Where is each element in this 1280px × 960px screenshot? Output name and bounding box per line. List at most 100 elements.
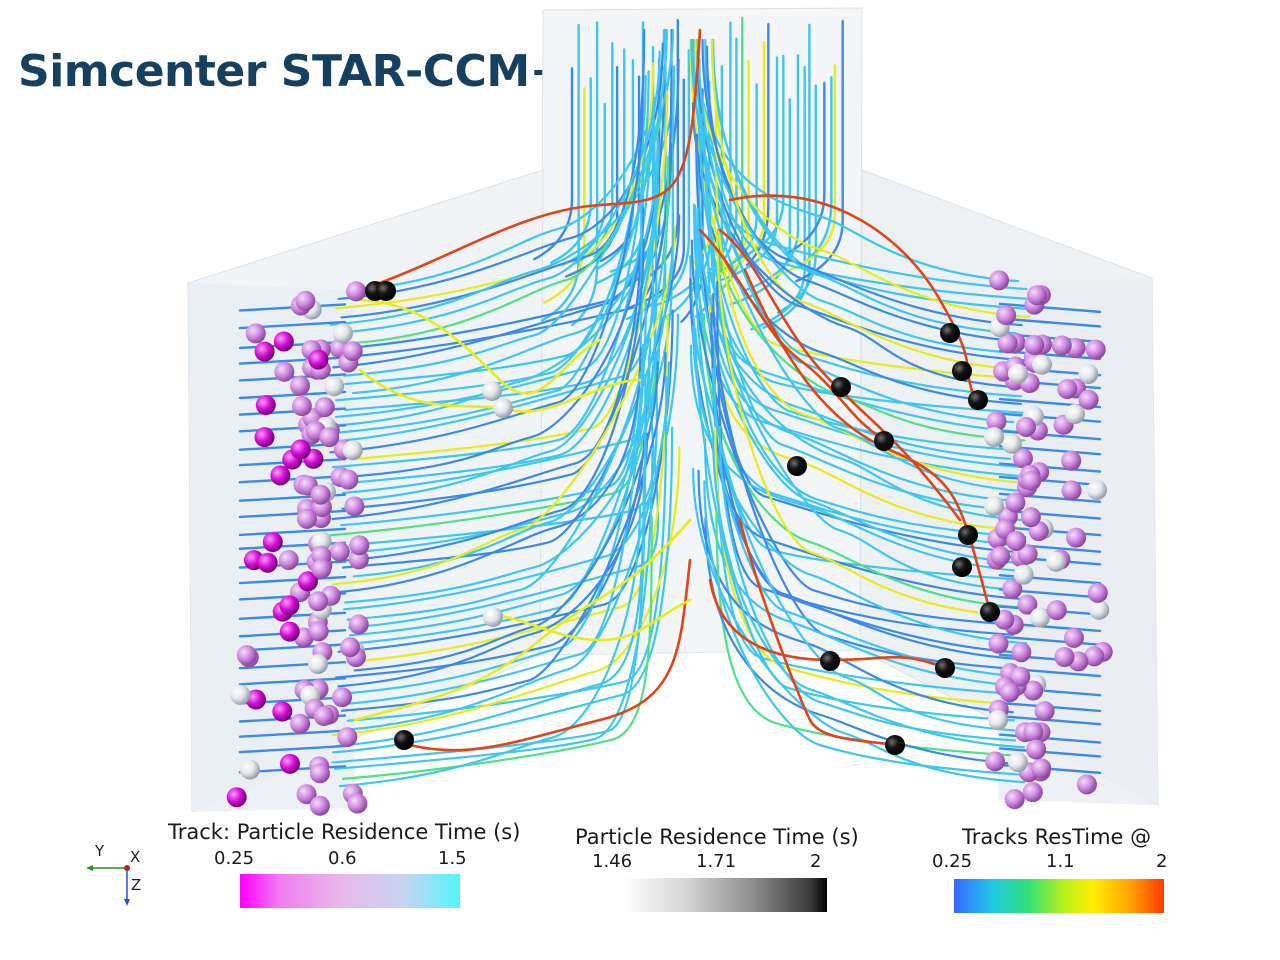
particle-sphere: [1002, 578, 1023, 599]
legend-color-bar: [240, 874, 460, 908]
streamline-right: [692, 467, 1026, 784]
particle-sphere: [245, 689, 266, 710]
axis-label-x: X: [130, 848, 141, 866]
streamline-right: [711, 253, 1029, 522]
streamline-inlet-feeder: [238, 744, 347, 754]
particle-sphere: [337, 727, 358, 748]
streamline-vertical: [729, 98, 791, 306]
legend-color-bar: [623, 878, 827, 912]
streamline-left: [341, 118, 658, 495]
streamline-left: [331, 426, 674, 754]
particle-sphere-long: [787, 456, 807, 476]
particle-sphere-long: [958, 525, 978, 545]
particle-sphere-long: [874, 431, 894, 451]
particle-sphere: [1078, 364, 1099, 385]
streamline-vertical: [543, 87, 586, 304]
streamline-long-residence: [408, 558, 692, 752]
particle-sphere: [290, 713, 311, 734]
particle-sphere: [290, 375, 311, 396]
particle-sphere-mid: [493, 398, 513, 418]
particle-sphere-mid: [482, 381, 502, 401]
particle-sphere: [1031, 758, 1052, 779]
legend-tick: 1.5: [438, 848, 467, 869]
particle-sphere: [1007, 363, 1028, 384]
app-title: Simcenter STAR-CCM+: [18, 46, 566, 97]
legend-particle-residence-time: Particle Residence Time (s) 1.46 1.71 2: [575, 825, 875, 925]
streamline-left: [341, 142, 673, 510]
particle-sphere: [1007, 752, 1028, 773]
streamline-left: [331, 186, 658, 486]
streamline-left: [332, 225, 676, 586]
particle-sphere-mid: [984, 427, 1004, 447]
particle-sphere-mid: [483, 607, 503, 627]
particle-sphere: [274, 361, 295, 382]
streamline-right: [695, 133, 1022, 406]
streamline-inlet-feeder: [998, 429, 1102, 441]
streamline-right: [710, 38, 1020, 371]
particle-sphere: [279, 621, 300, 642]
streamline-right: [689, 255, 1016, 546]
axis-triad-icon: [86, 865, 130, 906]
particle-sphere-long: [831, 377, 851, 397]
legend-title: Tracks ResTime @: [962, 825, 1152, 849]
streamline-left: [333, 450, 654, 770]
particle-sphere: [290, 439, 311, 460]
particle-spheres: [226, 270, 1113, 816]
axis-triad[interactable]: Y X Z: [80, 840, 160, 915]
particle-sphere: [1021, 470, 1042, 491]
streamline-left: [346, 361, 671, 731]
axis-label-y: Y: [95, 842, 105, 860]
particle-sphere: [1016, 416, 1037, 437]
particle-sphere: [1024, 335, 1045, 356]
particle-sphere: [1089, 599, 1110, 620]
streamline-vertical: [795, 19, 844, 283]
streamline-inlet-feeder: [238, 475, 347, 484]
particle-sphere: [1005, 492, 1026, 513]
streamline-right: [690, 38, 1022, 398]
legend-tick: 1.46: [592, 851, 633, 872]
particle-sphere: [314, 397, 335, 418]
particle-sphere: [1057, 378, 1078, 399]
particle-sphere: [988, 633, 1009, 654]
particle-sphere: [348, 614, 369, 635]
particle-sphere: [1066, 527, 1087, 548]
particle-sphere-long: [820, 651, 840, 671]
legend-ticks: 0.25 0.6 1.5: [168, 848, 548, 872]
streamline-left: [333, 347, 642, 594]
particle-sphere: [230, 684, 251, 705]
streamline-left: [334, 70, 650, 419]
particle-sphere: [1022, 782, 1043, 803]
particle-sphere: [989, 270, 1010, 291]
particle-sphere: [308, 591, 329, 612]
particle-sphere: [332, 687, 353, 708]
particle-sphere: [226, 787, 247, 808]
particle-sphere: [279, 595, 300, 616]
particle-sphere: [309, 795, 330, 816]
legend-tick: 0.6: [328, 848, 357, 869]
streamline-inlet-feeder: [238, 575, 347, 585]
streamline-long-residence: [358, 28, 702, 292]
streamline-left: [335, 466, 645, 748]
particle-sphere-mid: [988, 710, 1008, 730]
legend-tick: 1.1: [1046, 851, 1075, 872]
particle-sphere: [347, 793, 368, 814]
particle-sphere: [1046, 600, 1067, 621]
axis-label-z: Z: [131, 876, 142, 894]
streamline-left: [331, 28, 668, 435]
particle-sphere: [1085, 339, 1106, 360]
particle-sphere-long: [394, 730, 414, 750]
particle-sphere: [311, 531, 332, 552]
streamline-left: [343, 343, 645, 695]
legend-ticks: 1.46 1.71 2: [575, 851, 875, 875]
streamline-left: [332, 28, 673, 360]
streamline-left: [341, 214, 681, 569]
particle-sphere: [296, 784, 317, 805]
legend-tick: 0.25: [214, 848, 255, 869]
streamline-inlet-feeder: [238, 729, 347, 738]
particle-sphere: [1006, 530, 1027, 551]
legend-tracks-restime: Tracks ResTime @ 0.25 1.1 2: [930, 825, 1190, 925]
particle-sphere: [332, 323, 353, 344]
particle-sphere-long: [935, 658, 955, 678]
particle-sphere: [257, 552, 278, 573]
